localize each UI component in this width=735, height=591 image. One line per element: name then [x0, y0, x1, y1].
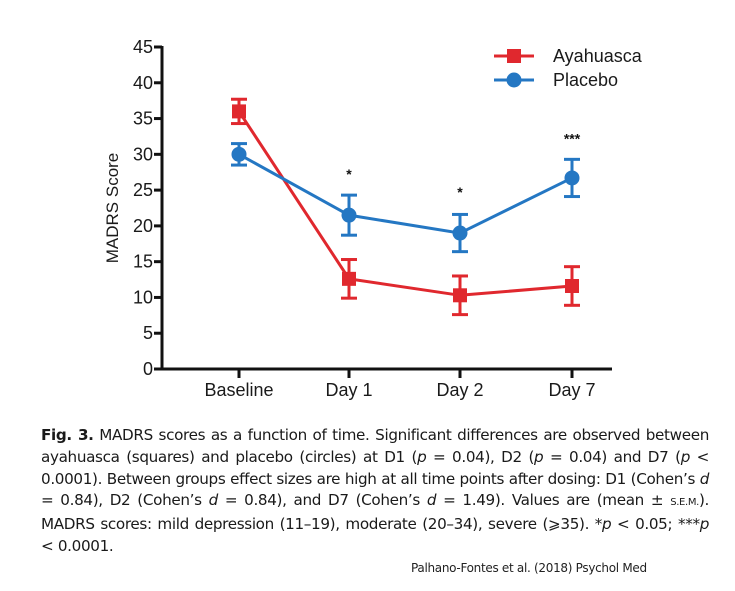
caption-italic-p: p [417, 447, 427, 466]
y-tick-label: 30 [133, 144, 153, 164]
series-line [238, 153, 573, 235]
series-placebo [231, 142, 580, 254]
caption-text: < 0.0001. [41, 536, 114, 555]
caption-italic-d: d [208, 491, 219, 510]
x-tick-label: Day 1 [325, 380, 372, 400]
caption-text: = 0.04) and D7 ( [543, 447, 681, 466]
x-tick-label: Day 2 [436, 380, 483, 400]
significance-marker: * [346, 166, 352, 182]
caption-text: < 0.0001). Between groups effect sizes a… [41, 447, 710, 488]
data-point-square [232, 104, 246, 119]
legend-square-marker [507, 49, 521, 63]
citation: Palhano-Fontes et al. (2018) Psychol Med [411, 561, 647, 575]
caption-italic-p: p [602, 515, 612, 534]
y-tick-label: 40 [133, 73, 153, 93]
caption-text: = 0.04), D2 ( [426, 447, 535, 466]
legend: Ayahuasca Placebo [494, 46, 643, 90]
caption-italic-d: d [426, 491, 437, 510]
legend-item-ayahuasca: Ayahuasca [494, 46, 643, 66]
caption-text: = 1.49). Values are (mean ± [436, 491, 671, 510]
legend-label: Ayahuasca [553, 46, 643, 66]
caption-italic-d: d [699, 469, 710, 488]
y-tick-label: 0 [143, 359, 153, 379]
axes: 0 5 10 15 20 25 30 35 40 45 Baseline Day 1 Day 2 Day … [133, 37, 612, 400]
madrs-line-chart: 0 5 10 15 20 25 30 35 40 45 Baseline Day 1 Day 2 Day … [103, 37, 643, 400]
y-tick-label: 10 [133, 287, 153, 307]
caption-sem: S.E.M. [670, 497, 699, 509]
legend-label: Placebo [553, 70, 618, 90]
y-tick-label: 35 [133, 109, 153, 129]
series-ayahuasca [231, 97, 580, 317]
legend-item-placebo: Placebo [494, 70, 618, 90]
y-tick-label: 45 [133, 37, 153, 57]
data-point-square [453, 288, 467, 303]
data-point-square [565, 278, 579, 293]
y-tick-label: 20 [133, 216, 153, 236]
x-tick-label: Baseline [204, 380, 273, 400]
y-tick-label: 5 [143, 323, 153, 343]
data-point-circle [231, 146, 247, 162]
caption-text: ). MADRS scores: mild depression (11–19)… [41, 491, 709, 534]
series-layer [231, 97, 580, 317]
figure-caption: Fig. 3. MADRS scores as a function of ti… [41, 425, 709, 558]
significance-marker: *** [564, 130, 581, 146]
significance-marker: * [457, 184, 463, 200]
data-point-circle [452, 225, 468, 241]
y-tick-label: 15 [133, 252, 153, 272]
legend-circle-marker [506, 72, 522, 88]
series-line [237, 110, 573, 297]
figure-label: Fig. 3. [41, 426, 94, 444]
y-tick-label: 25 [133, 180, 153, 200]
caption-italic-p: p [680, 447, 691, 466]
annotations-layer: ***** [346, 130, 580, 200]
caption-italic-p: p [534, 447, 544, 466]
y-axis-label: MADRS Score [103, 153, 122, 264]
data-point-circle [341, 207, 357, 223]
caption-text: MADRS scores as a function of time. Sign… [41, 426, 709, 466]
caption-italic-p: p [699, 515, 710, 534]
x-tick-label: Day 7 [548, 380, 595, 400]
caption-text: = 0.84), and D7 (Cohen’s [217, 491, 427, 510]
caption-text: = 0.84), D2 (Cohen’s [41, 491, 209, 510]
data-point-square [342, 271, 356, 286]
data-point-circle [564, 170, 580, 186]
caption-text: < 0.05; *** [611, 515, 700, 534]
